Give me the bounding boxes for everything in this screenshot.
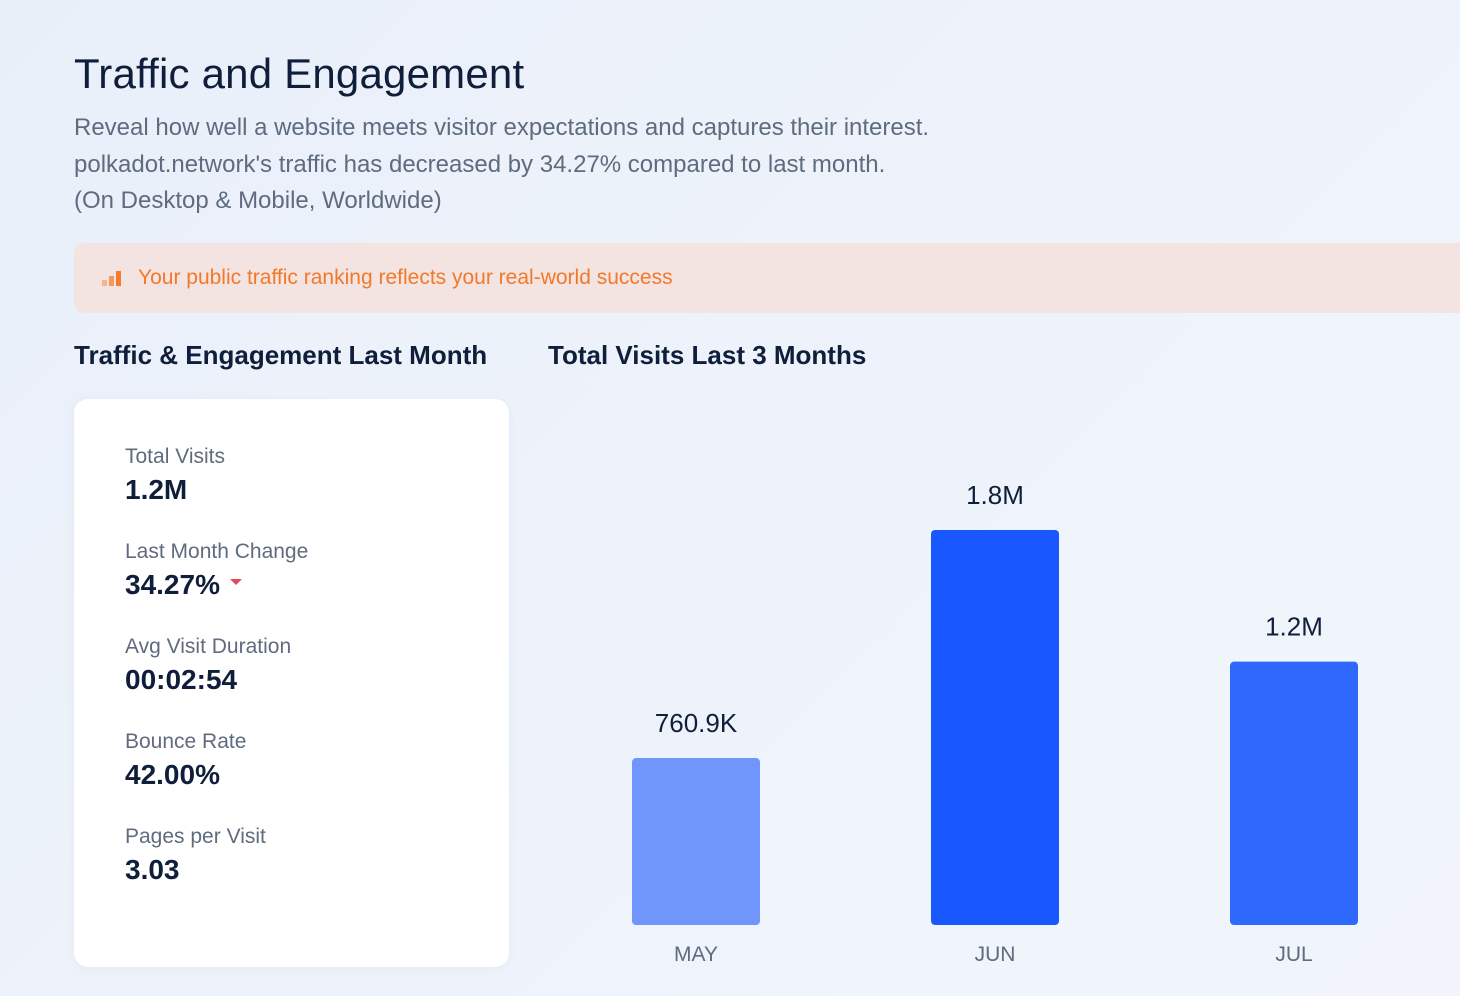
caret-down-icon <box>229 579 242 585</box>
page-title: Traffic and Engagement <box>74 50 525 97</box>
category-label: JUN <box>975 943 1016 966</box>
stat-avg-visit-duration: Avg Visit Duration 00:02:54 <box>125 633 509 728</box>
section-title-last-month: Traffic & Engagement Last Month <box>74 340 488 370</box>
stat-label: Avg Visit Duration <box>125 635 292 658</box>
stat-label: Pages per Visit <box>125 825 266 848</box>
page-description: Reveal how well a website meets visitor … <box>74 110 929 220</box>
description-line: Reveal how well a website meets visitor … <box>74 114 930 141</box>
bar-value-label: 1.2M <box>1265 612 1323 642</box>
stat-label: Bounce Rate <box>125 730 247 753</box>
stat-bounce-rate: Bounce Rate 42.00% <box>125 728 509 823</box>
stat-value-text: 34.27% <box>125 569 220 600</box>
stat-pages-per-visit: Pages per Visit 3.03 <box>125 823 509 918</box>
banner-text[interactable]: Your public traffic ranking reflects you… <box>138 266 673 289</box>
stat-total-visits: Total Visits 1.2M <box>125 443 509 538</box>
stat-value: 42.00% <box>125 756 509 794</box>
stat-last-month-change: Last Month Change 34.27% <box>125 538 509 633</box>
stat-value: 00:02:54 <box>125 661 509 699</box>
bar-value-label: 1.8M <box>966 480 1024 510</box>
stat-value: 34.27% <box>125 566 509 604</box>
bar-jul[interactable] <box>1230 661 1358 925</box>
stat-label: Last Month Change <box>125 540 309 563</box>
bar-jun[interactable] <box>931 530 1059 925</box>
section-title-last-3-months: Total Visits Last 3 Months <box>548 340 867 370</box>
total-visits-chart: 760.9K MAY 1.8M JUN 1.2M JUL <box>548 400 1448 980</box>
category-label: JUL <box>1275 943 1312 966</box>
stat-value-text: 42.00% <box>125 759 220 790</box>
stat-value-text: 3.03 <box>125 854 180 885</box>
bar-chart-icon <box>102 270 122 286</box>
total-visits-bar-chart: 760.9K MAY 1.8M JUN 1.2M JUL <box>632 480 1358 966</box>
stat-value: 1.2M <box>125 471 509 509</box>
stat-value: 3.03 <box>125 851 509 889</box>
public-ranking-banner[interactable]: Your public traffic ranking reflects you… <box>74 243 1460 313</box>
stat-value-text: 1.2M <box>125 474 188 505</box>
description-line: (On Desktop & Mobile, Worldwide) <box>74 187 442 214</box>
category-label: MAY <box>674 943 718 966</box>
bar-may[interactable] <box>632 758 760 925</box>
description-line: polkadot.network's traffic has decreased… <box>74 150 886 178</box>
stat-label: Total Visits <box>125 445 225 468</box>
stat-value-text: 00:02:54 <box>125 664 238 695</box>
stats-card: Total Visits 1.2M Last Month Change 34.2… <box>74 399 509 967</box>
bar-value-label: 760.9K <box>655 708 738 738</box>
